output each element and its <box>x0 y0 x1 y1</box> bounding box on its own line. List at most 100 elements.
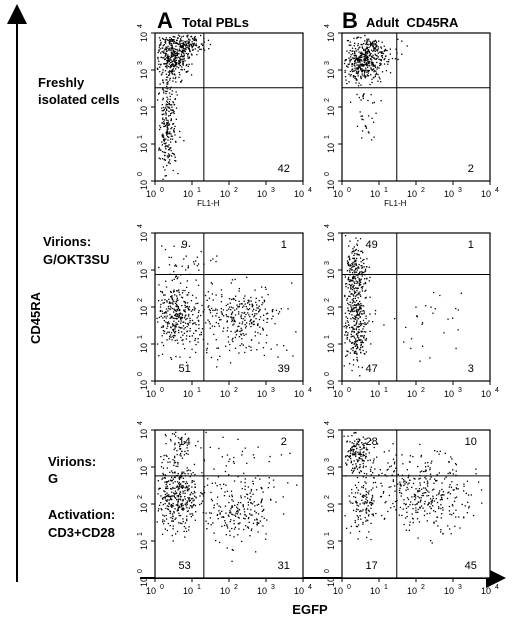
event-dot <box>229 458 231 460</box>
event-dot <box>158 60 160 62</box>
event-dot <box>368 509 370 511</box>
event-dot <box>363 73 365 75</box>
event-dot <box>186 500 188 502</box>
event-dot <box>354 340 356 343</box>
event-dot <box>364 50 366 52</box>
event-dot <box>370 62 372 64</box>
event-dot <box>193 263 196 265</box>
event-dot <box>188 497 191 499</box>
event-dot <box>344 235 347 237</box>
event-dot <box>172 504 174 507</box>
x-tick-exponent: 4 <box>308 584 312 591</box>
event-dot <box>178 488 180 490</box>
event-dot <box>212 299 214 301</box>
event-dot <box>159 66 161 68</box>
event-dot <box>365 62 367 64</box>
event-dot <box>180 68 182 71</box>
event-dot <box>163 125 165 128</box>
event-dot <box>364 40 366 42</box>
event-dot <box>182 64 184 66</box>
event-dot <box>395 509 397 511</box>
event-dot <box>350 462 352 464</box>
x-tick-exponent: 4 <box>495 584 499 591</box>
event-dot <box>254 510 256 512</box>
event-dot <box>176 485 178 487</box>
event-dot <box>389 466 391 468</box>
event-dot <box>245 515 248 517</box>
event-dot <box>361 310 363 312</box>
event-dot <box>166 133 168 135</box>
row-label-line: Virions: <box>43 234 91 249</box>
event-dot <box>226 320 228 322</box>
event-dot <box>358 471 360 473</box>
event-dot <box>363 62 366 64</box>
y-tick-exponent: 1 <box>324 335 331 339</box>
event-dot <box>419 360 421 362</box>
quadrant-upper-left-percent: 9 <box>182 239 188 251</box>
event-dot <box>167 331 169 333</box>
event-dot <box>257 531 259 533</box>
y-tick-exponent: 2 <box>324 298 331 302</box>
event-dot <box>365 442 367 444</box>
event-dot <box>350 348 352 350</box>
event-dot <box>175 431 177 433</box>
event-dot <box>163 139 165 141</box>
event-dot <box>180 322 182 324</box>
event-dot <box>373 458 375 460</box>
event-dot <box>381 41 383 43</box>
event-dot <box>203 492 206 494</box>
event-dot <box>225 465 227 467</box>
event-dot <box>361 499 363 501</box>
event-dot <box>348 339 351 341</box>
event-dot <box>174 335 176 337</box>
event-dot <box>215 308 217 310</box>
event-dot <box>374 468 376 470</box>
event-dot <box>187 489 189 492</box>
event-dot <box>363 451 365 453</box>
event-dot <box>208 305 210 307</box>
event-dot <box>187 294 189 296</box>
event-dot <box>170 56 172 59</box>
event-dot <box>172 39 174 41</box>
event-dot <box>426 495 428 497</box>
event-dot <box>172 35 174 38</box>
x-tick-label: 10 <box>444 389 454 399</box>
event-dot <box>365 455 367 458</box>
event-dot <box>168 48 170 50</box>
event-dot <box>167 71 170 73</box>
event-dot <box>172 540 174 542</box>
event-dot <box>224 491 226 493</box>
event-dot <box>419 507 421 509</box>
event-dot <box>186 515 188 517</box>
event-dot <box>174 74 176 76</box>
event-dot <box>176 303 178 306</box>
event-dot <box>175 486 178 488</box>
event-dot <box>366 507 368 509</box>
event-dot <box>167 55 169 57</box>
event-dot <box>255 551 257 553</box>
event-dot <box>196 265 198 267</box>
event-dot <box>262 491 264 493</box>
event-dot <box>160 466 163 468</box>
event-dot <box>170 44 172 46</box>
event-dot <box>356 459 358 461</box>
event-dot <box>178 71 180 74</box>
event-dot <box>172 298 174 301</box>
event-dot <box>253 320 255 323</box>
event-dot <box>248 314 250 316</box>
event-dot <box>366 502 368 504</box>
event-dot <box>165 105 167 107</box>
event-dot <box>356 125 359 127</box>
event-dot <box>187 48 190 50</box>
x-tick-exponent: 4 <box>308 387 312 394</box>
event-dot <box>353 453 355 455</box>
event-dot <box>240 314 242 316</box>
event-dot <box>429 498 432 500</box>
event-dot <box>475 468 477 470</box>
event-dot <box>184 498 186 500</box>
event-dot <box>181 314 184 316</box>
event-dot <box>362 485 365 487</box>
event-dot <box>185 306 188 308</box>
event-dot <box>175 45 177 47</box>
event-dot <box>406 486 408 489</box>
